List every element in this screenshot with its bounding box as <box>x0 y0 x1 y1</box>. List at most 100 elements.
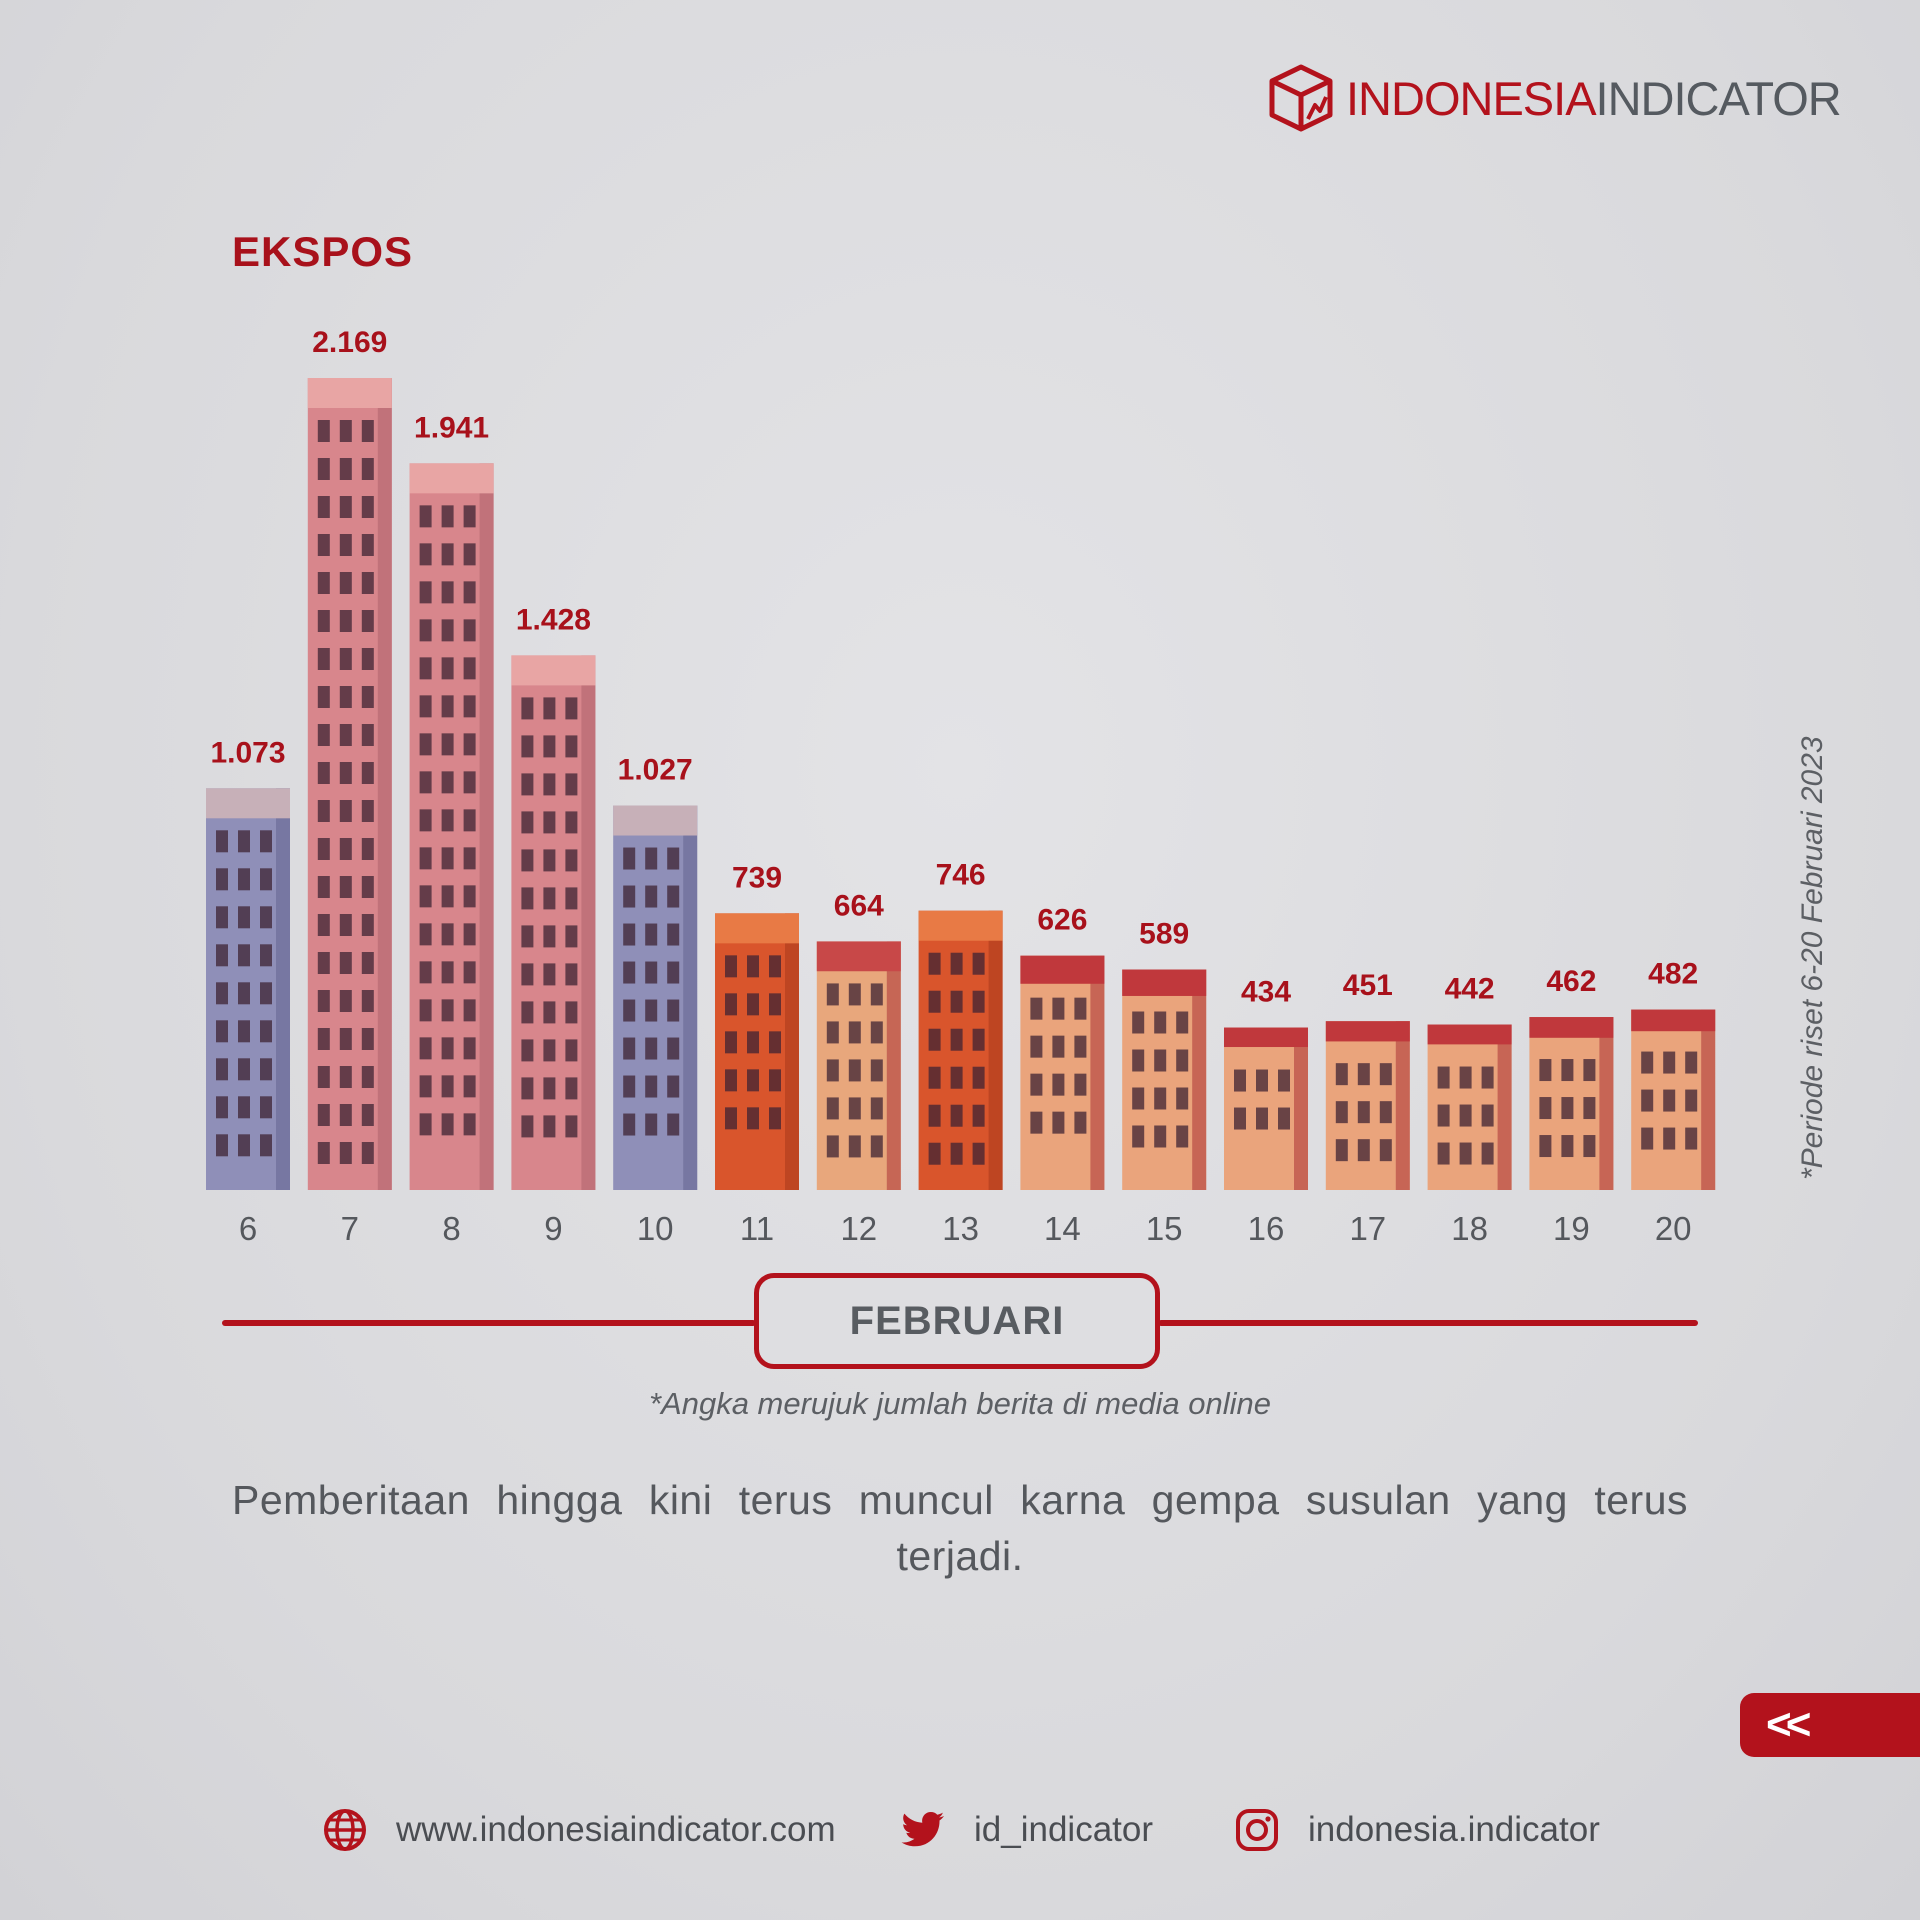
bar-8 <box>409 463 494 1190</box>
window <box>1132 1125 1145 1148</box>
window <box>667 847 680 870</box>
window <box>361 686 374 708</box>
window <box>1583 1097 1596 1120</box>
window <box>317 458 330 480</box>
window <box>826 1059 839 1082</box>
window <box>238 868 250 891</box>
window <box>317 990 330 1012</box>
window <box>645 1075 658 1098</box>
bar-chart: 1.073 6 2.169 7 1.941 8 1.428 9 1.027 10 739 11 664 1… <box>206 326 1716 1247</box>
window <box>1256 1069 1268 1092</box>
window <box>1030 1035 1043 1058</box>
window <box>1379 1101 1392 1124</box>
window <box>317 648 330 670</box>
window <box>950 1142 963 1165</box>
window <box>1481 1104 1494 1127</box>
window <box>317 914 330 936</box>
window <box>260 1134 272 1157</box>
window <box>441 999 454 1022</box>
window <box>1154 1011 1167 1034</box>
x-tick-label: 10 <box>637 1210 674 1247</box>
window <box>361 838 374 860</box>
footer-instagram[interactable]: indonesia.indicator <box>1234 1800 1600 1860</box>
window <box>1335 1063 1348 1086</box>
footer-twitter[interactable]: id_indicator <box>900 1800 1153 1860</box>
window <box>725 993 737 1016</box>
window <box>441 505 454 528</box>
cube-logo-icon <box>1269 64 1333 132</box>
window <box>667 885 680 908</box>
window <box>1641 1127 1654 1150</box>
window <box>747 993 759 1016</box>
window <box>463 505 476 528</box>
window <box>543 1001 556 1024</box>
window <box>317 610 330 632</box>
window <box>339 724 352 746</box>
window <box>441 885 454 908</box>
window <box>1357 1063 1370 1086</box>
bar-top <box>409 463 494 494</box>
bar-top <box>715 913 799 944</box>
x-axis-label: FEBRUARI <box>849 1298 1065 1343</box>
bar-top <box>307 378 392 408</box>
window <box>419 771 432 794</box>
window <box>441 771 454 794</box>
value-label: 434 <box>1241 976 1291 1009</box>
window <box>1561 1059 1574 1082</box>
window <box>419 999 432 1022</box>
bar-top <box>511 655 596 686</box>
window <box>1074 1073 1087 1096</box>
window <box>1561 1135 1574 1158</box>
footer-website[interactable]: www.indonesiaindicator.com <box>322 1800 836 1860</box>
bar-side <box>683 805 698 1190</box>
window <box>339 420 352 442</box>
x-tick-label: 17 <box>1349 1210 1386 1247</box>
window <box>441 543 454 566</box>
window <box>521 925 534 948</box>
back-button[interactable]: << <box>1740 1693 1920 1757</box>
window <box>1052 1035 1065 1058</box>
window <box>667 999 680 1022</box>
bar-top <box>918 910 1003 941</box>
window <box>238 1058 250 1081</box>
window <box>667 1113 680 1136</box>
window <box>667 1075 680 1098</box>
back-button-label: << <box>1766 1700 1811 1749</box>
website-text: www.indonesiaindicator.com <box>396 1810 836 1849</box>
window <box>769 1031 781 1054</box>
bar-side <box>479 463 494 1190</box>
window <box>972 1142 985 1165</box>
window <box>317 762 330 784</box>
window <box>543 697 556 720</box>
window <box>1132 1049 1145 1072</box>
window <box>339 876 352 898</box>
window <box>441 847 454 870</box>
window <box>521 697 534 720</box>
window <box>928 1066 941 1089</box>
window <box>361 952 374 974</box>
instagram-icon <box>1236 1809 1278 1851</box>
x-tick-label: 11 <box>740 1210 774 1247</box>
bar-side <box>1192 969 1207 1190</box>
window <box>521 963 534 986</box>
brand-name-part2: INDICATOR <box>1595 71 1842 125</box>
window <box>260 1020 272 1043</box>
window <box>521 1077 534 1100</box>
twitter-bird-icon <box>901 1812 944 1847</box>
window <box>972 990 985 1013</box>
window <box>238 830 250 853</box>
window <box>543 811 556 834</box>
value-label: 739 <box>732 861 782 894</box>
window <box>1234 1069 1246 1092</box>
window <box>317 1142 330 1164</box>
brand-name-part1: INDONESIA <box>1346 71 1597 125</box>
window <box>463 543 476 566</box>
x-tick-label: 12 <box>840 1210 877 1247</box>
window <box>623 1113 636 1136</box>
window <box>238 1134 250 1157</box>
window <box>565 811 578 834</box>
bar-side <box>1599 1017 1614 1190</box>
window <box>238 1096 250 1119</box>
window <box>339 952 352 974</box>
window <box>826 1135 839 1158</box>
